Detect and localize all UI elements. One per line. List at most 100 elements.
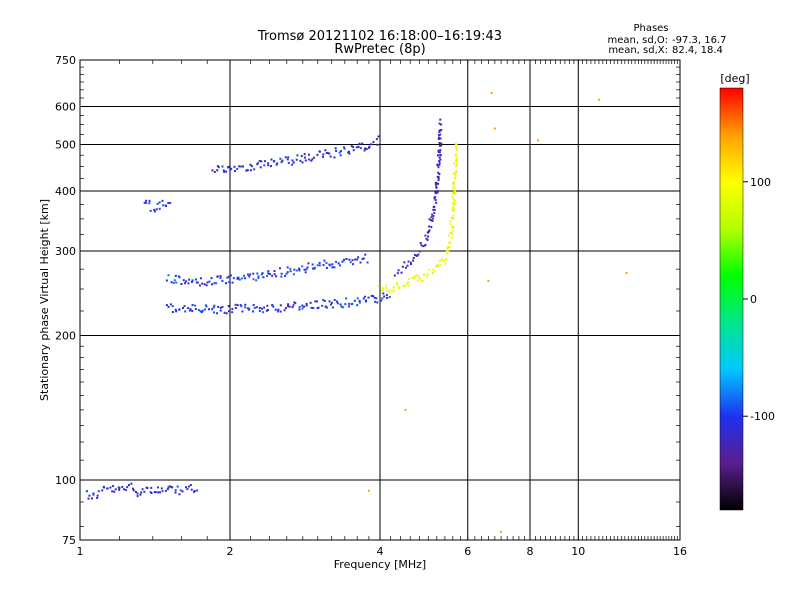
data-point [85, 490, 88, 493]
data-point [315, 300, 318, 303]
data-point [263, 306, 266, 309]
x-tick-label: 6 [464, 545, 471, 558]
y-tick-label: 750 [55, 54, 76, 67]
data-point [331, 266, 334, 269]
data-point [380, 299, 383, 302]
data-point [216, 165, 219, 168]
data-point [169, 202, 172, 205]
phase-stats-title: Phases [633, 23, 668, 34]
data-point [308, 158, 311, 161]
data-point [416, 254, 419, 257]
data-point [181, 490, 184, 493]
x-tick-label: 4 [377, 545, 384, 558]
data-point [145, 486, 148, 489]
data-point [231, 281, 234, 284]
data-point [256, 162, 259, 165]
data-point [438, 130, 441, 133]
data-point [182, 279, 185, 282]
data-point [423, 273, 426, 276]
data-point [403, 261, 406, 264]
data-point [263, 164, 266, 167]
data-point [88, 494, 91, 497]
data-point [390, 288, 393, 291]
data-point [416, 279, 419, 282]
data-point [436, 163, 439, 166]
data-point [173, 279, 176, 282]
data-point [261, 272, 264, 275]
data-point [96, 496, 99, 499]
data-point [428, 218, 431, 221]
data-point [261, 311, 264, 314]
data-point [490, 92, 493, 95]
data-point [267, 270, 270, 273]
data-point [118, 488, 121, 491]
data-point [440, 123, 443, 126]
data-point [451, 192, 454, 195]
colorbar [719, 87, 744, 511]
data-point [154, 491, 157, 494]
data-point [313, 266, 316, 269]
data-point [312, 307, 315, 310]
data-point [175, 281, 178, 284]
data-point [392, 290, 395, 293]
data-point [348, 150, 351, 153]
data-point [178, 308, 181, 311]
data-point [301, 265, 304, 268]
data-point [304, 159, 307, 162]
data-point [431, 213, 434, 216]
data-point [356, 304, 359, 307]
data-point [244, 303, 247, 306]
data-point [293, 268, 296, 271]
data-point [318, 261, 321, 264]
data-point [304, 271, 307, 274]
data-point [342, 146, 345, 149]
data-point [355, 146, 358, 149]
data-point [208, 280, 211, 283]
data-point [447, 249, 450, 252]
data-point [226, 276, 229, 279]
data-point [227, 305, 230, 308]
data-point [212, 306, 215, 309]
data-point [201, 309, 204, 312]
data-point [150, 492, 153, 495]
data-point [348, 258, 351, 261]
data-point [221, 279, 224, 282]
data-point [424, 244, 427, 247]
data-point [407, 281, 410, 284]
data-point [187, 282, 190, 285]
data-point [437, 136, 440, 139]
data-point [273, 270, 276, 273]
data-point [273, 273, 276, 276]
data-point [291, 159, 294, 162]
data-point [437, 177, 440, 180]
data-point [189, 484, 192, 487]
data-point [241, 165, 244, 168]
data-point [413, 276, 416, 279]
data-point [407, 260, 410, 263]
data-point [270, 165, 273, 168]
data-point [434, 199, 437, 202]
data-point [259, 166, 262, 169]
data-point [349, 261, 352, 264]
data-point [198, 284, 201, 287]
data-point [210, 277, 213, 280]
data-point [174, 489, 177, 492]
data-point [353, 299, 356, 302]
data-point [167, 305, 170, 308]
data-point [170, 281, 173, 284]
data-point [455, 170, 458, 173]
data-point [438, 151, 441, 154]
data-point [275, 275, 278, 278]
data-point [194, 308, 197, 311]
phase-stats-o-label: mean, sd,O: [607, 35, 668, 46]
data-point [438, 156, 441, 159]
data-point [178, 276, 181, 279]
data-point [322, 155, 325, 158]
data-point [256, 163, 259, 166]
data-point [373, 300, 376, 303]
x-tick-label: 10 [571, 545, 585, 558]
data-point [316, 153, 319, 156]
data-point [219, 309, 222, 312]
data-point [231, 311, 234, 314]
data-point [289, 267, 292, 270]
